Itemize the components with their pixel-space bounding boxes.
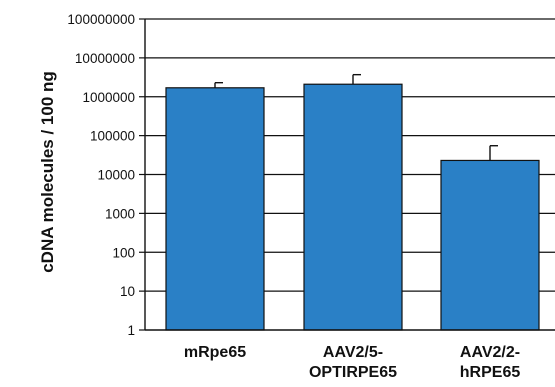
error-bars xyxy=(214,73,498,161)
x-category-label: AAV2/5- xyxy=(323,344,383,361)
y-tick-label: 100 xyxy=(112,245,135,260)
bar xyxy=(440,159,540,331)
y-tick-label: 1000000 xyxy=(82,90,135,105)
bar xyxy=(165,87,265,331)
y-tick-label: 10 xyxy=(120,284,135,299)
y-tick-label: 100000 xyxy=(90,129,135,144)
y-tick-labels: 1 10 100 1000 10000 100000 1000000 10000000 1000… xyxy=(67,12,135,338)
x-category-label: AAV2/2- xyxy=(460,344,520,361)
y-tick-label: 10000000 xyxy=(75,51,135,66)
x-category-label: mRpe65 xyxy=(184,344,246,361)
x-category-label: hRPE65 xyxy=(460,364,521,381)
x-category-labels: mRpe65 AAV2/5- OPTIRPE65 AAV2/2- hRPE65 xyxy=(184,344,520,381)
axes xyxy=(139,18,555,331)
bars xyxy=(165,83,540,331)
bar xyxy=(303,83,403,331)
y-tick-label: 10000 xyxy=(97,168,135,183)
x-category-label: OPTIRPE65 xyxy=(309,364,397,381)
y-tick-label: 100000000 xyxy=(67,12,135,27)
y-axis-title: cDNA molecules / 100 ng xyxy=(38,71,57,273)
y-tick-label: 1000 xyxy=(105,206,135,221)
y-tick-label: 1 xyxy=(127,323,135,338)
